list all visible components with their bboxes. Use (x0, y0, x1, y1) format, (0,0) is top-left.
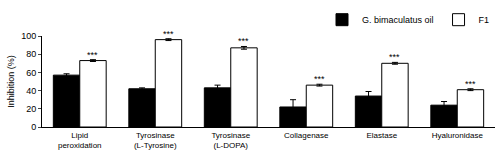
svg-text:Tyrosinase(L-Tyrosine): Tyrosinase(L-Tyrosine) (134, 131, 177, 150)
svg-text:Inhibition (%): Inhibition (%) (6, 55, 16, 108)
svg-text:***: *** (389, 52, 400, 62)
svg-text:0: 0 (31, 122, 36, 132)
svg-text:40: 40 (26, 86, 36, 96)
svg-text:***: *** (163, 29, 174, 39)
svg-text:100: 100 (21, 31, 36, 41)
svg-text:***: *** (465, 79, 476, 89)
svg-text:Tyrosinase(L-DOPA): Tyrosinase(L-DOPA) (211, 131, 250, 150)
svg-text:F1: F1 (479, 15, 490, 25)
svg-text:Lipidperoxidation: Lipidperoxidation (58, 131, 102, 150)
svg-text:Hyaluronidase: Hyaluronidase (432, 131, 484, 140)
svg-text:***: *** (87, 50, 98, 60)
svg-text:20: 20 (26, 104, 36, 114)
svg-text:Elastase: Elastase (366, 131, 397, 140)
svg-text:***: *** (238, 36, 249, 46)
svg-text:60: 60 (26, 68, 36, 78)
svg-text:G. bimaculatus oil: G. bimaculatus oil (362, 15, 434, 25)
svg-text:***: *** (314, 74, 325, 84)
svg-text:Collagenase: Collagenase (284, 131, 329, 140)
svg-text:80: 80 (26, 49, 36, 59)
